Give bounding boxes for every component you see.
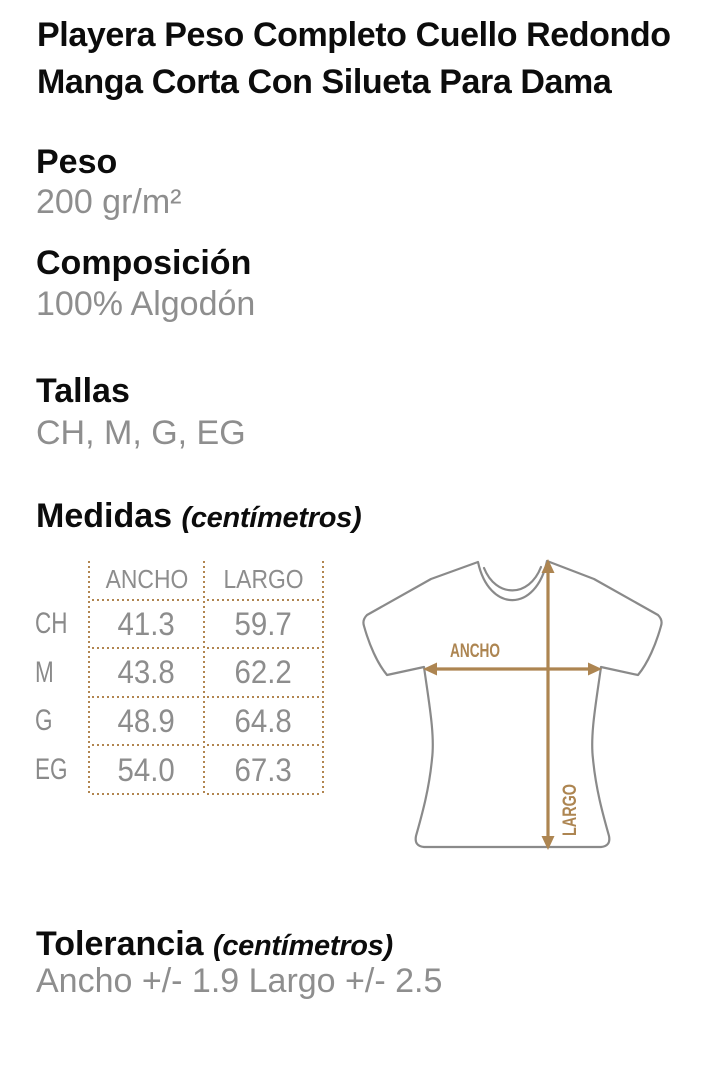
size-table-corner-blank <box>35 558 89 600</box>
row-label-m: M <box>35 655 54 689</box>
ancho-arrowhead-right <box>588 662 602 676</box>
value-g-ancho: 48.9 <box>117 702 176 739</box>
row-label-eg: EG <box>35 753 68 786</box>
table-horizontal-rule <box>207 647 320 649</box>
largo-arrowhead-bottom <box>541 836 555 850</box>
row-label-ch: CH <box>35 607 68 640</box>
column-header-ancho: ANCHO <box>105 563 188 594</box>
medidas-heading-label: Medidas <box>36 497 173 535</box>
value-ch-ancho: 41.3 <box>117 605 176 642</box>
tshirt-outline <box>362 559 663 849</box>
tolerancia-heading: Tolerancia (centímetros) <box>36 924 393 965</box>
value-g-largo: 64.8 <box>234 702 293 739</box>
tshirt-diagram-svg: ANCHO LARGO <box>362 559 663 850</box>
table-vertical-rule-middle <box>203 561 205 795</box>
table-horizontal-rule <box>207 599 320 601</box>
tolerancia-unit-note: (centímetros) <box>213 930 393 962</box>
column-header-largo: LARGO <box>223 563 304 594</box>
tallas-value: CH, M, G, EG <box>36 414 246 452</box>
peso-heading: Peso <box>36 143 118 181</box>
peso-value: 200 gr/m² <box>36 183 182 221</box>
table-horizontal-rule <box>92 793 201 795</box>
size-table: ANCHO LARGO CH 41.3 59.7 M 43.8 62.2 G 4… <box>35 558 325 798</box>
table-vertical-rule-right <box>322 561 324 795</box>
size-table-grid: ANCHO LARGO CH 41.3 59.7 M 43.8 62.2 G 4… <box>35 558 325 795</box>
table-horizontal-rule <box>207 744 320 746</box>
value-eg-ancho: 54.0 <box>117 751 176 788</box>
ancho-diagram-label: ANCHO <box>450 641 500 662</box>
ancho-arrowhead-left <box>423 662 437 676</box>
table-horizontal-rule <box>92 647 201 649</box>
value-m-ancho: 43.8 <box>117 654 176 690</box>
table-horizontal-rule <box>207 696 320 698</box>
tshirt-measurement-diagram: ANCHO LARGO <box>360 543 710 875</box>
largo-arrowhead-top <box>541 559 555 573</box>
page-title-line2: Manga Corta Con Silueta Para Dama <box>37 63 612 101</box>
composicion-heading: Composición <box>36 244 252 282</box>
page-title-line1: Playera Peso Completo Cuello Redondo <box>37 16 671 54</box>
value-eg-largo: 67.3 <box>234 751 293 788</box>
tolerancia-heading-label: Tolerancia <box>36 925 204 963</box>
table-horizontal-rule <box>92 744 201 746</box>
row-label-g: G <box>35 704 53 737</box>
table-horizontal-rule <box>92 599 201 601</box>
tolerancia-value: Ancho +/- 1.9 Largo +/- 2.5 <box>36 962 443 1000</box>
value-m-largo: 62.2 <box>234 654 293 690</box>
largo-diagram-label: LARGO <box>560 784 581 836</box>
value-ch-largo: 59.7 <box>234 605 293 642</box>
medidas-unit-note: (centímetros) <box>181 502 362 534</box>
tshirt-collar-inner-line <box>482 565 543 592</box>
tallas-heading: Tallas <box>36 372 130 410</box>
table-vertical-rule-left <box>88 561 90 795</box>
page-title: Playera Peso Completo Cuello Redondo Man… <box>37 12 671 106</box>
composicion-value: 100% Algodón <box>36 285 256 323</box>
table-horizontal-rule <box>207 793 320 795</box>
medidas-heading: Medidas (centímetros) <box>36 496 362 537</box>
table-horizontal-rule <box>92 696 201 698</box>
